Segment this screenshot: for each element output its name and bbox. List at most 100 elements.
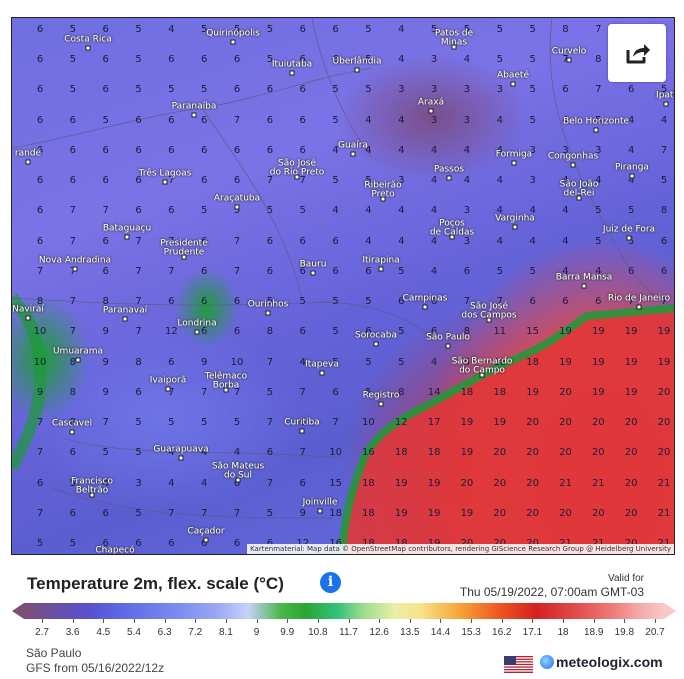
city-marker [294,174,300,180]
grid-value: 6 [201,326,208,338]
grid-value: 7 [562,54,569,66]
brand-link[interactable]: meteologix.com [540,654,663,670]
city-label: Costa Rica [64,34,112,45]
grid-value: 6 [69,144,77,156]
scale-tick-mark [379,619,381,623]
grid-value: 6 [168,205,175,217]
grid-value: 7 [299,386,306,398]
scale-tick-mark [624,619,626,623]
grid-value: 6 [299,54,306,66]
grid-value: 7 [69,326,77,338]
grid-value: 5 [332,356,339,368]
grid-value: 15 [526,326,539,338]
grid-value: 5 [299,296,306,308]
grid-value: 16 [362,447,375,459]
grid-value: 6 [69,507,77,519]
grid-value: 4 [430,144,438,156]
grid-value: 4 [496,114,503,126]
grid-value: 6 [266,265,274,277]
grid-value: 4 [595,265,602,277]
share-button[interactable] [608,24,666,82]
grid-value: 10 [33,326,47,338]
grid-value: 19 [526,386,539,398]
city-marker [178,455,184,461]
grid-value: 6 [102,507,109,519]
city-label: Francisco Beltrão [70,476,114,496]
grid-value: 8 [595,54,602,66]
grid-value: 8 [398,386,405,398]
grid-value: 4 [430,205,438,217]
grid-value: 18 [493,386,507,398]
scale-tick-label: 19.8 [614,627,635,638]
city-label: Caçador [187,526,225,537]
grid-value: 20 [460,477,474,489]
grid-value: 21 [559,477,572,489]
coastline-and-borders [12,18,674,554]
city-label: Guarapuava [153,444,209,455]
city-marker [350,151,356,157]
grid-value: 4 [168,477,175,489]
grid-value: 8 [463,326,471,338]
us-flag-icon[interactable] [504,656,533,673]
grid-value: 4 [562,205,569,217]
city-marker [451,44,457,50]
grid-value: 5 [201,24,208,35]
grid-value: 5 [660,84,668,96]
grid-value: 19 [559,356,572,368]
grid-value: 5 [266,54,274,66]
grid-value: 20 [461,539,474,549]
grid-value: 5 [135,84,142,96]
grid-value: 14 [427,386,441,398]
grid-value: 5 [529,114,536,126]
info-icon[interactable]: i [320,572,341,593]
city-label: Naviraí [12,304,44,315]
grid-value: 12 [394,417,408,429]
scale-tick-mark [593,619,595,623]
grid-value: 7 [463,296,471,308]
grid-value: 5 [627,235,635,247]
grid-value: 5 [69,538,77,549]
city-label: Abaeté [497,70,529,81]
grid-value: 4 [201,477,208,489]
grid-value: 5 [365,296,372,308]
grid-value: 18 [493,356,507,368]
grid-value: 6 [201,265,208,277]
grid-value: 4 [233,447,241,459]
grid-value: 7 [266,477,274,489]
city-marker [378,266,384,272]
grid-value: 9 [102,386,109,398]
city-label: Paranaíba [171,101,217,112]
grid-value: 5 [332,326,339,338]
grid-value: 7 [332,417,339,429]
grid-value: 5 [529,54,536,66]
grid-value: 5 [135,24,142,35]
grid-value: 7 [266,417,274,429]
grid-value: 5 [266,296,274,308]
grid-value: 20 [559,447,572,459]
grid-value: 6 [102,84,109,96]
grid-value: 6 [299,84,306,96]
grid-value: 5 [102,114,109,126]
grid-value: 4 [430,356,438,368]
grid-value: 8 [660,205,668,217]
grid-value: 7 [595,24,602,35]
scale-tick-mark [287,619,289,623]
temperature-map[interactable]: 6 5 6 5 4 5 5 5 6 6 5 4 5 5 5 5 8 7 9 5 6 5 6 5 6 6 6 5 6 6 5 4 3 4 5 5 7 8 6 5… [11,17,675,555]
grid-value: 3 [463,235,471,247]
grid-value: 6 [201,114,208,126]
city-marker [165,386,171,392]
ocean-warm-area [342,308,674,554]
city-label: Belo Horizonte [562,116,630,127]
grid-value: 7 [69,235,77,247]
grid-value: 3 [463,205,471,217]
grid-value: 10 [230,356,244,368]
city-marker [310,270,316,276]
city-label: Ivaiporã [149,375,187,386]
grid-value: 20 [493,507,507,519]
grid-value: 19 [657,356,671,368]
scale-tick-mark [409,619,411,623]
scale-tick-label: 16.2 [492,627,512,638]
scale-tick-mark [133,619,135,623]
grid-value: 7 [233,265,241,277]
grid-value: 19 [493,417,507,429]
